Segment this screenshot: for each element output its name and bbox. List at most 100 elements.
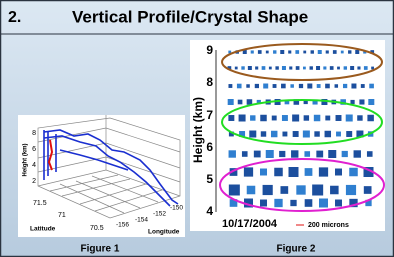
crystal-image bbox=[319, 167, 328, 176]
crystal-image bbox=[304, 151, 310, 157]
crystal-image bbox=[335, 200, 342, 207]
crystal-image bbox=[241, 66, 244, 69]
tick-label: -156 bbox=[116, 222, 129, 229]
crystal-image bbox=[364, 186, 372, 194]
crystal-image bbox=[364, 66, 368, 70]
crystal-image bbox=[330, 66, 334, 70]
crystal-image bbox=[351, 84, 356, 89]
crystal-image bbox=[330, 186, 339, 195]
crystal-image bbox=[291, 150, 298, 157]
tick-label: 2 bbox=[32, 178, 36, 185]
crystal-image bbox=[357, 66, 360, 69]
crystal-image bbox=[354, 150, 361, 157]
crystal-image bbox=[248, 66, 252, 70]
figure-2-caption: Figure 2 bbox=[277, 244, 316, 255]
crystal-image bbox=[304, 115, 309, 120]
header-number: 2. bbox=[8, 9, 21, 26]
crystal-image bbox=[367, 115, 373, 121]
crystal-image bbox=[333, 50, 337, 54]
crystal-image bbox=[249, 131, 256, 138]
crystal-image bbox=[323, 66, 326, 69]
tick-label: 71 bbox=[58, 212, 66, 219]
tick-label: 8 bbox=[32, 130, 36, 137]
crystal-image bbox=[361, 84, 365, 88]
crystal-image bbox=[229, 150, 236, 157]
crystal-image bbox=[325, 131, 331, 137]
crystal-image bbox=[250, 115, 255, 120]
crystal-image bbox=[326, 50, 329, 53]
crystal-image bbox=[303, 131, 310, 138]
crystal-image bbox=[310, 66, 313, 69]
crystal-image bbox=[312, 185, 323, 196]
crystal-image bbox=[274, 199, 282, 207]
crystal-image bbox=[359, 99, 364, 104]
figure-1-caption: Figure 1 bbox=[81, 244, 120, 255]
crystal-image bbox=[357, 115, 362, 120]
crystal-image bbox=[342, 151, 348, 157]
crystal-image bbox=[239, 115, 246, 122]
crystal-image bbox=[290, 84, 294, 88]
crystal-image bbox=[237, 84, 242, 89]
crystal-image bbox=[273, 84, 277, 88]
tick-label: -154 bbox=[135, 217, 148, 224]
crystal-image bbox=[228, 115, 234, 121]
tick-label: 6 bbox=[32, 146, 36, 153]
crystal-image bbox=[282, 66, 286, 70]
tick-label: 70.5 bbox=[90, 225, 104, 232]
crystal-image bbox=[255, 84, 259, 88]
crystal-image bbox=[254, 151, 261, 158]
crystal-image bbox=[275, 66, 278, 69]
crystal-image bbox=[341, 51, 344, 54]
crystal-image bbox=[262, 66, 266, 70]
crystal-image bbox=[346, 185, 356, 195]
figure-1-frame bbox=[18, 115, 185, 237]
crystal-image bbox=[296, 185, 305, 194]
crystal-image bbox=[369, 84, 374, 89]
crystal-image bbox=[367, 151, 373, 157]
tick-label: -152 bbox=[153, 211, 166, 218]
crystal-image bbox=[260, 200, 267, 207]
crystal-image bbox=[263, 185, 273, 195]
crystal-image bbox=[272, 116, 277, 121]
crystal-image bbox=[293, 131, 299, 137]
figure-2: Height (km) 9 8 7 6 5 4 10/17/2004 200 m… bbox=[190, 40, 385, 231]
crystal-image bbox=[258, 50, 262, 54]
header-title: Vertical Profile/Crystal Shape bbox=[72, 7, 308, 26]
tick-label: 6 bbox=[206, 140, 213, 154]
crystal-image bbox=[289, 167, 299, 177]
crystal-image bbox=[281, 84, 286, 89]
crystal-image bbox=[314, 115, 320, 121]
crystal-image bbox=[343, 84, 347, 88]
crystal-image bbox=[303, 67, 306, 70]
crystal-image bbox=[336, 132, 341, 137]
crystal-image bbox=[289, 66, 292, 69]
crystal-image bbox=[261, 131, 266, 136]
crystal-image bbox=[228, 84, 232, 88]
tick-label: 9 bbox=[206, 43, 213, 57]
figure-1-latitude-label: Latitude bbox=[30, 226, 56, 233]
crystal-image bbox=[371, 67, 374, 70]
crystal-image bbox=[279, 151, 285, 157]
crystal-image bbox=[344, 66, 347, 69]
crystal-image bbox=[319, 199, 328, 208]
crystal-image bbox=[269, 67, 272, 70]
crystal-image bbox=[317, 84, 321, 88]
crystal-image bbox=[325, 84, 330, 89]
crystal-image bbox=[273, 50, 276, 53]
crystal-image bbox=[295, 50, 299, 54]
crystal-image bbox=[336, 115, 342, 121]
crystal-image bbox=[282, 132, 287, 137]
crystal-image bbox=[307, 84, 312, 89]
figure-2-y-label: Height (km) bbox=[191, 97, 205, 163]
crystal-image bbox=[242, 151, 248, 157]
crystal-image bbox=[274, 168, 283, 177]
tick-label: -150 bbox=[170, 205, 183, 212]
crystal-image bbox=[296, 66, 300, 70]
crystal-image bbox=[335, 84, 339, 88]
crystal-image bbox=[335, 169, 342, 176]
crystal-image bbox=[368, 99, 374, 105]
tick-label: 4 bbox=[206, 204, 213, 218]
crystal-image bbox=[290, 200, 296, 206]
crystal-image bbox=[229, 185, 240, 196]
figure-1-longitude-label: Longitude bbox=[148, 229, 180, 236]
